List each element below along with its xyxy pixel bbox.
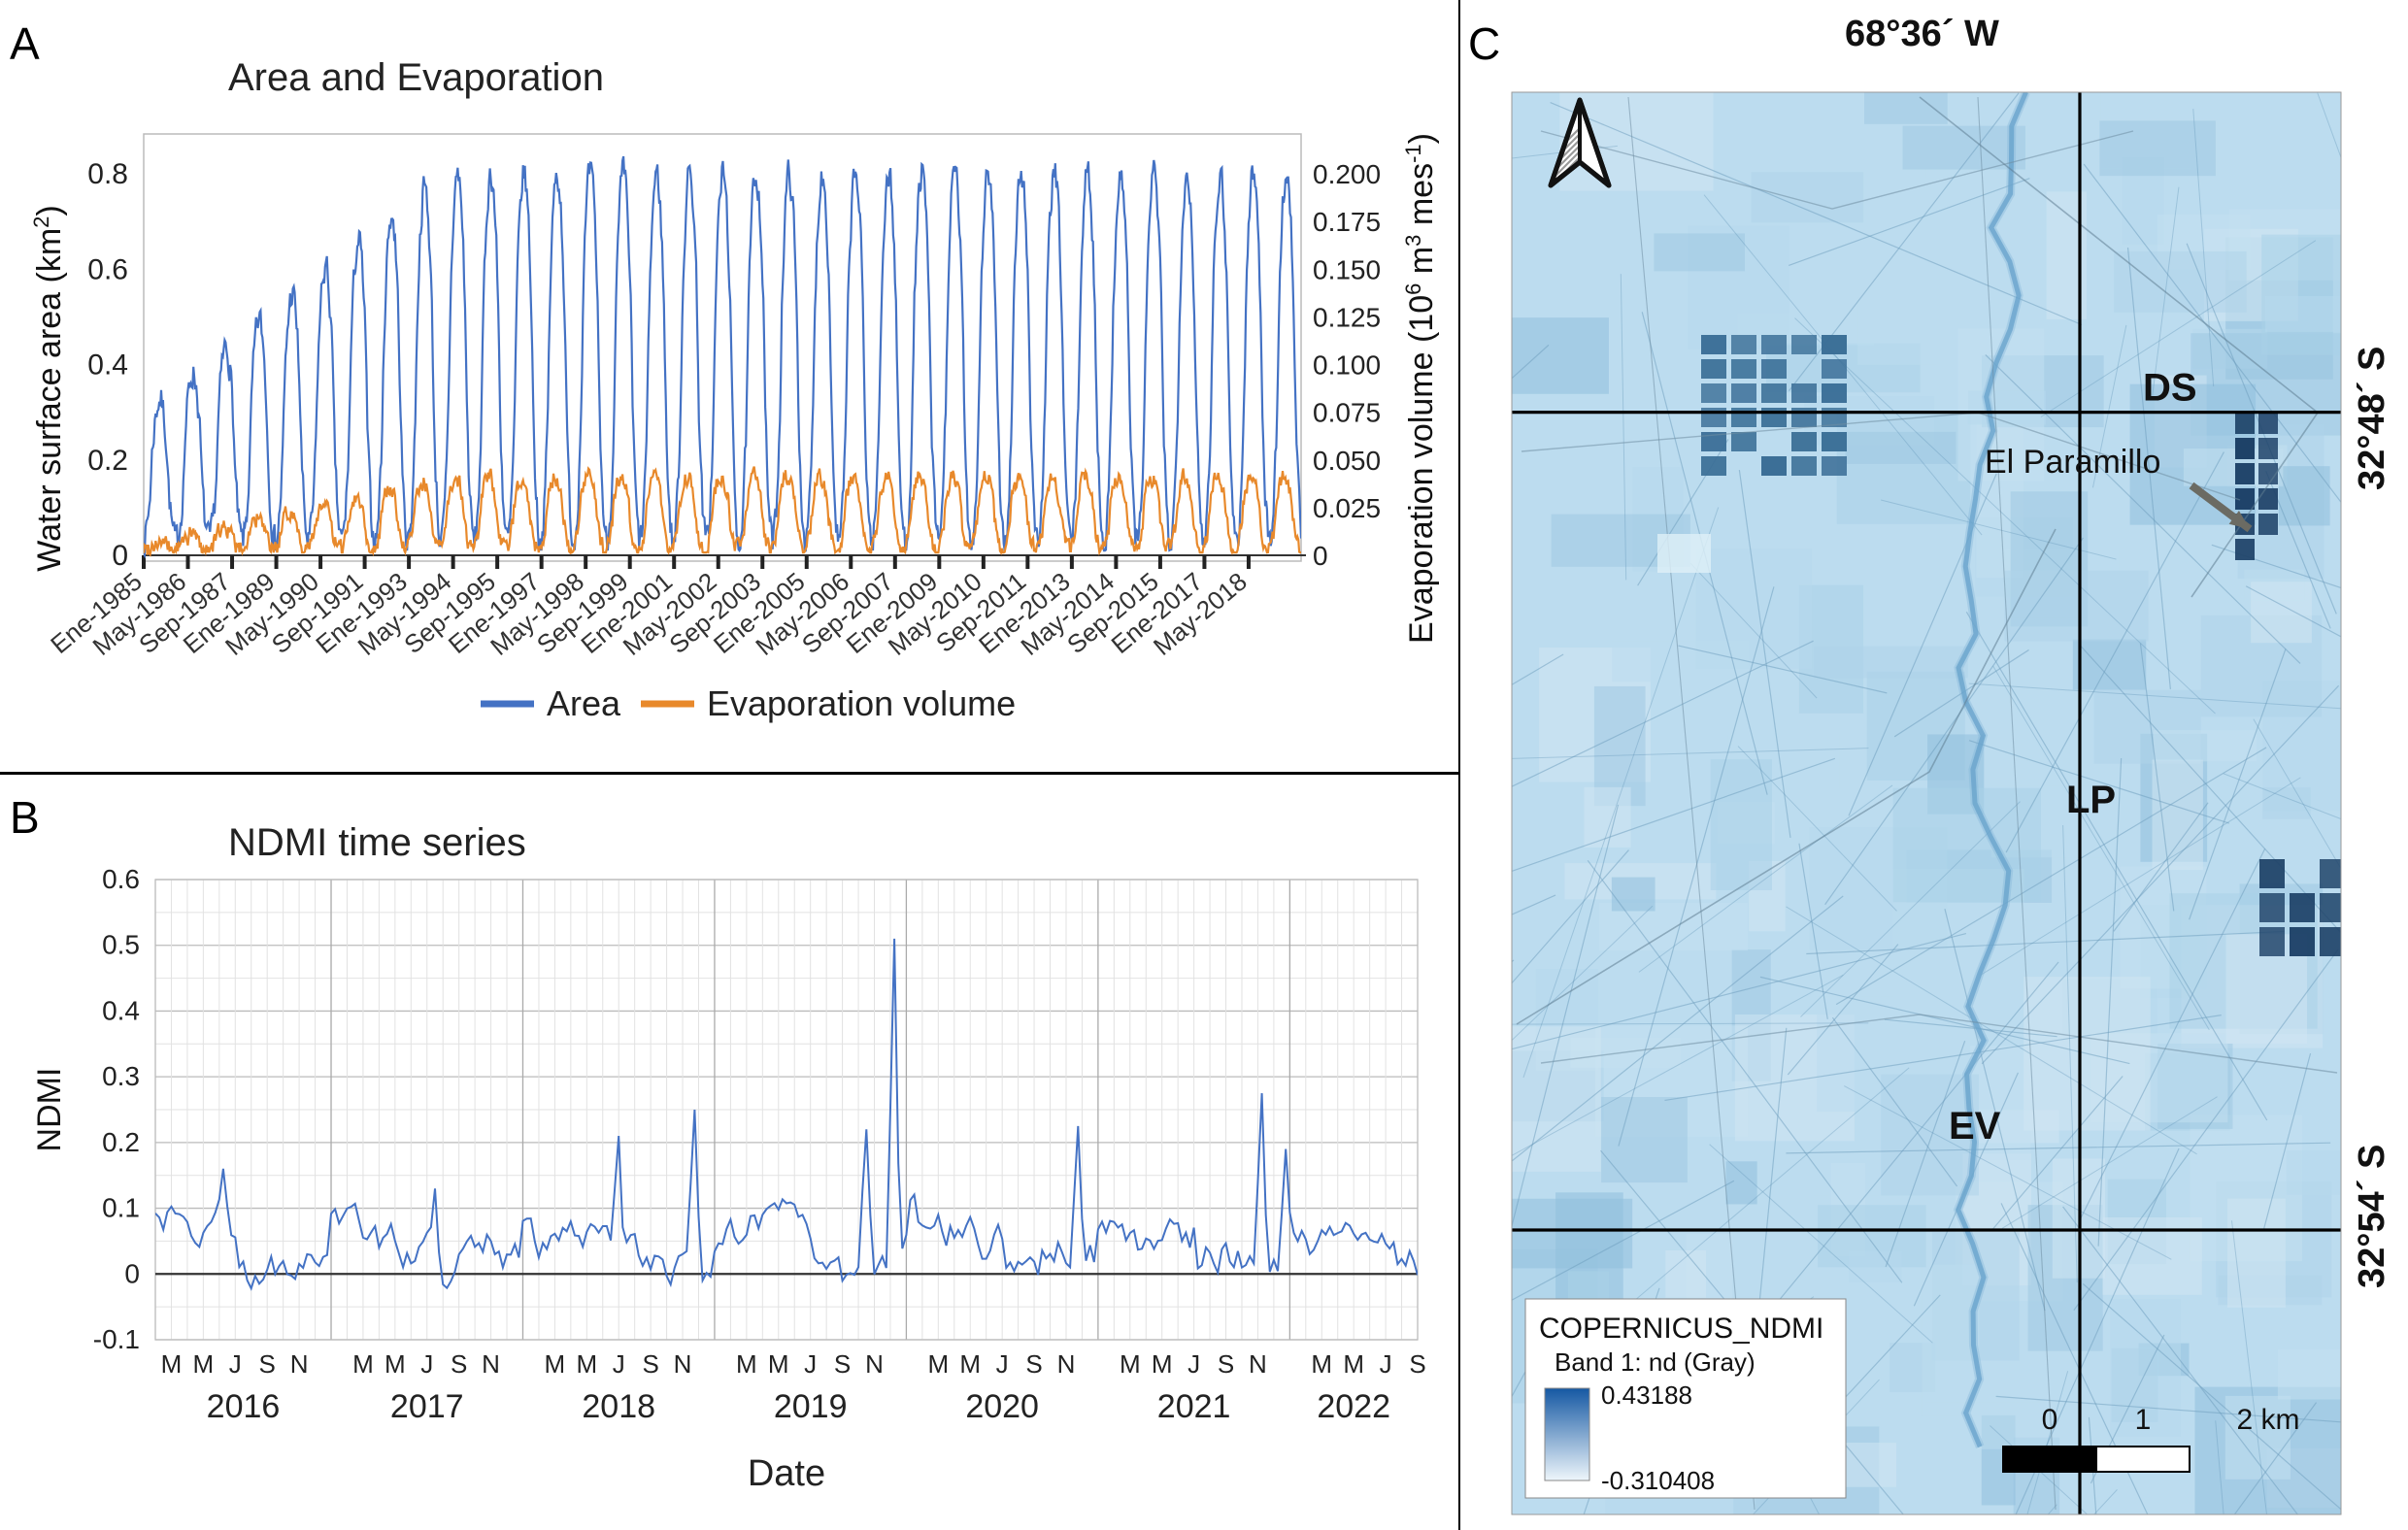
svg-text:Area: Area: [547, 683, 621, 723]
svg-text:NDMI: NDMI: [31, 1068, 68, 1152]
svg-text:Evaporation volume: Evaporation volume: [707, 683, 1016, 723]
svg-text:0.5: 0.5: [102, 930, 140, 960]
svg-text:N: N: [865, 1349, 884, 1379]
svg-text:0.8: 0.8: [87, 158, 128, 190]
svg-text:0.2: 0.2: [87, 445, 128, 477]
svg-text:0.075: 0.075: [1313, 398, 1381, 428]
svg-text:2018: 2018: [582, 1388, 655, 1425]
svg-text:J: J: [804, 1349, 817, 1379]
svg-text:M: M: [352, 1349, 374, 1379]
svg-text:N: N: [1057, 1349, 1076, 1379]
svg-text:J: J: [613, 1349, 625, 1379]
svg-text:0.4: 0.4: [102, 995, 140, 1025]
svg-text:EV: EV: [1949, 1105, 2001, 1148]
svg-text:2020: 2020: [965, 1388, 1039, 1425]
svg-text:M: M: [736, 1349, 757, 1379]
svg-text:2017: 2017: [390, 1388, 464, 1425]
svg-text:M: M: [1152, 1349, 1173, 1379]
svg-text:0: 0: [112, 540, 128, 572]
svg-text:0.200: 0.200: [1313, 159, 1381, 189]
svg-text:N: N: [674, 1349, 692, 1379]
svg-text:Water surface area (km2): Water surface area (km2): [29, 205, 68, 572]
svg-text:M: M: [545, 1349, 566, 1379]
svg-text:-0.1: -0.1: [93, 1324, 140, 1354]
svg-text:2 km: 2 km: [2236, 1404, 2299, 1436]
svg-text:-0.310408: -0.310408: [1601, 1466, 1715, 1495]
svg-text:J: J: [420, 1349, 433, 1379]
svg-text:Evaporation volume (106 m3 mes: Evaporation volume (106 m3 mes-1): [1401, 133, 1440, 644]
svg-text:0.6: 0.6: [87, 253, 128, 285]
svg-text:LP: LP: [2066, 779, 2116, 821]
svg-text:J: J: [1380, 1349, 1392, 1379]
svg-text:0.125: 0.125: [1313, 302, 1381, 332]
svg-text:M: M: [385, 1349, 406, 1379]
svg-text:0.2: 0.2: [102, 1127, 140, 1157]
svg-text:M: M: [1311, 1349, 1332, 1379]
svg-text:M: M: [927, 1349, 949, 1379]
svg-text:M: M: [768, 1349, 789, 1379]
svg-text:0: 0: [124, 1258, 140, 1288]
svg-text:S: S: [834, 1349, 851, 1379]
svg-text:S: S: [451, 1349, 467, 1379]
svg-text:S: S: [1025, 1349, 1042, 1379]
svg-text:S: S: [259, 1349, 276, 1379]
svg-text:M: M: [959, 1349, 981, 1379]
svg-text:N: N: [290, 1349, 309, 1379]
svg-text:0.150: 0.150: [1313, 254, 1381, 284]
svg-text:0: 0: [1313, 541, 1328, 571]
svg-text:M: M: [161, 1349, 183, 1379]
svg-text:J: J: [229, 1349, 242, 1379]
svg-text:S: S: [642, 1349, 658, 1379]
svg-text:0.6: 0.6: [102, 864, 140, 894]
svg-text:N: N: [482, 1349, 500, 1379]
svg-text:DS: DS: [2143, 367, 2197, 410]
svg-text:0.1: 0.1: [102, 1193, 140, 1223]
svg-text:1: 1: [2135, 1404, 2152, 1436]
svg-text:M: M: [576, 1349, 597, 1379]
svg-text:J: J: [996, 1349, 1009, 1379]
svg-text:0.025: 0.025: [1313, 493, 1381, 523]
svg-text:M: M: [193, 1349, 215, 1379]
svg-text:2021: 2021: [1157, 1388, 1231, 1425]
svg-text:M: M: [1343, 1349, 1364, 1379]
svg-text:COPERNICUS_NDMI: COPERNICUS_NDMI: [1539, 1313, 1823, 1345]
svg-text:2016: 2016: [207, 1388, 281, 1425]
svg-text:N: N: [1249, 1349, 1267, 1379]
svg-text:S: S: [1218, 1349, 1234, 1379]
svg-text:J: J: [1187, 1349, 1200, 1379]
svg-text:El Paramillo: El Paramillo: [1985, 444, 2160, 481]
svg-text:S: S: [1409, 1349, 1425, 1379]
svg-text:2022: 2022: [1317, 1388, 1390, 1425]
svg-text:0.3: 0.3: [102, 1061, 140, 1091]
svg-text:Band 1: nd (Gray): Band 1: nd (Gray): [1555, 1347, 1756, 1377]
svg-text:0: 0: [2042, 1404, 2058, 1436]
svg-text:M: M: [1120, 1349, 1141, 1379]
svg-text:0.100: 0.100: [1313, 350, 1381, 381]
svg-text:0.43188: 0.43188: [1601, 1380, 1692, 1410]
svg-text:Date: Date: [748, 1453, 825, 1494]
svg-text:0.050: 0.050: [1313, 446, 1381, 476]
svg-text:0.4: 0.4: [87, 349, 128, 382]
svg-text:2019: 2019: [774, 1388, 848, 1425]
svg-text:0.175: 0.175: [1313, 207, 1381, 237]
